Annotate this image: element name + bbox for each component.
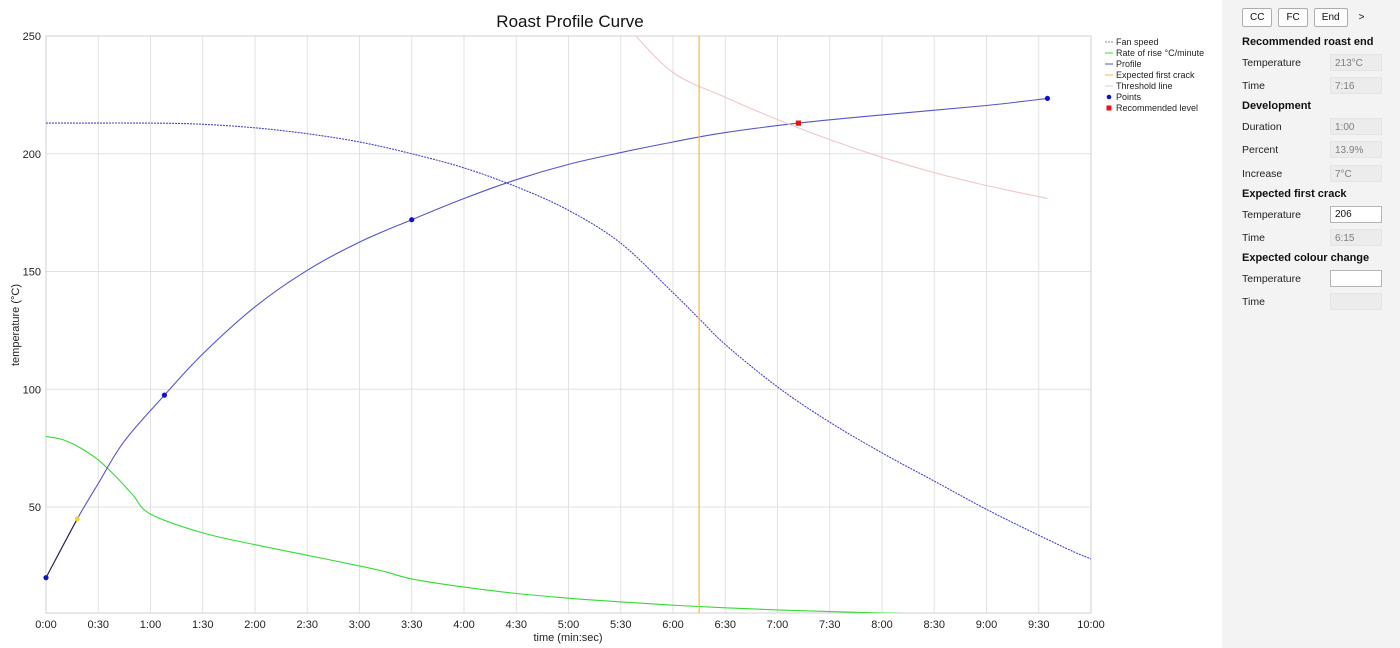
y-tick-label: 50 — [29, 502, 41, 514]
x-tick-label: 9:30 — [1028, 619, 1049, 631]
profile-point — [161, 392, 168, 398]
series-line-profile — [46, 97, 1048, 578]
x-tick-label: 7:00 — [767, 619, 788, 631]
x-tick-label: 10:00 — [1077, 619, 1105, 631]
end-button[interactable]: End — [1313, 8, 1348, 27]
legend-swatch-dot — [1106, 94, 1112, 100]
side-panel: CC FC End > Recommended roast end Temper… — [1222, 0, 1400, 648]
colour-change-temperature-label: Temperature — [1242, 273, 1301, 285]
colour-change-time-field — [1330, 293, 1382, 310]
development-percent-label: Percent — [1242, 144, 1279, 156]
colour-change-time-label: Time — [1242, 296, 1265, 308]
series-line-fan-speed — [46, 122, 1091, 560]
series-line-rate-of-rise-c-minute — [46, 435, 906, 613]
x-tick-label: 1:30 — [192, 619, 213, 631]
profile-start-segment — [45, 518, 78, 578]
recommended-roast-end-title: Recommended roast end — [1242, 36, 1374, 48]
cc-button[interactable]: CC — [1242, 8, 1273, 27]
x-tick-label: 2:30 — [297, 619, 318, 631]
recommended-time-label: Time — [1242, 80, 1265, 92]
legend-label: Recommended level — [1116, 103, 1198, 113]
legend-label: Expected first crack — [1116, 70, 1195, 80]
y-tick-label: 150 — [23, 267, 41, 279]
chart-title: Roast Profile Curve — [496, 12, 643, 31]
legend-label: Rate of rise °C/minute — [1116, 48, 1204, 58]
series-line-threshold-line — [635, 36, 1048, 200]
recommended-level-marker — [795, 120, 801, 126]
x-tick-label: 3:30 — [401, 619, 422, 631]
plot-border — [45, 35, 1092, 614]
recommended-time-field: 7:16 — [1330, 77, 1382, 94]
legend-label: Fan speed — [1116, 37, 1159, 47]
first-crack-temperature-label: Temperature — [1242, 209, 1301, 221]
profile-point — [43, 575, 49, 581]
chart-canvas: 0:00 0:30 1:00 1:30 2:00 2:30 3:00 3:30 4:00 4:30… — [10, 12, 1204, 644]
next-button[interactable]: > — [1358, 12, 1365, 23]
x-tick-label: 4:00 — [453, 619, 474, 631]
x-tick-label: 5:00 — [558, 619, 579, 631]
development-duration-field: 1:00 — [1330, 118, 1382, 135]
first-crack-time-field: 6:15 — [1330, 229, 1382, 246]
y-tick-label: 250 — [23, 31, 41, 43]
x-tick-label: 4:30 — [506, 619, 527, 631]
legend-label: Threshold line — [1116, 81, 1173, 91]
x-tick-label: 6:00 — [662, 619, 683, 631]
x-tick-label: 3:00 — [349, 619, 370, 631]
colour-change-temperature-input[interactable] — [1330, 270, 1382, 287]
x-tick-label: 7:30 — [819, 619, 840, 631]
yellow-marker-point — [74, 516, 80, 522]
x-tick-label: 2:00 — [244, 619, 265, 631]
profile-point — [1044, 95, 1051, 102]
development-title: Development — [1242, 100, 1312, 112]
first-crack-temperature-input[interactable] — [1330, 206, 1382, 223]
y-axis-label: temperature (°C) — [10, 284, 22, 366]
recommended-temperature-label: Temperature — [1242, 57, 1301, 69]
x-tick-label: 6:30 — [715, 619, 736, 631]
development-percent-field: 13.9% — [1330, 141, 1382, 158]
y-tick-label: 200 — [23, 149, 41, 161]
x-tick-label: 5:30 — [610, 619, 631, 631]
development-increase-field: 7°C — [1330, 165, 1382, 182]
x-tick-label: 9:00 — [976, 619, 997, 631]
first-crack-time-label: Time — [1242, 232, 1265, 244]
expected-first-crack-title: Expected first crack — [1242, 188, 1347, 200]
profile-point — [409, 217, 415, 223]
x-tick-label: 0:00 — [35, 619, 56, 631]
expected-colour-change-title: Expected colour change — [1242, 252, 1370, 264]
legend-swatch-square — [1106, 105, 1112, 111]
roast-profile-chart: 0:00 0:30 1:00 1:30 2:00 2:30 3:00 3:30 4:00 4:30… — [10, 12, 1205, 644]
y-tick-label: 100 — [23, 384, 41, 396]
x-tick-label: 8:00 — [871, 619, 892, 631]
legend-label: Profile — [1116, 59, 1142, 69]
x-tick-label: 0:30 — [88, 619, 109, 631]
x-tick-label: 8:30 — [924, 619, 945, 631]
recommended-temperature-field: 213°C — [1330, 54, 1382, 71]
legend-label: Points — [1116, 92, 1142, 102]
x-axis-label: time (min:sec) — [533, 632, 602, 644]
action-button-row: CC FC End > — [1242, 8, 1369, 27]
development-increase-label: Increase — [1242, 168, 1283, 180]
fc-button[interactable]: FC — [1278, 8, 1308, 27]
development-duration-label: Duration — [1242, 121, 1282, 133]
x-tick-label: 1:00 — [140, 619, 161, 631]
